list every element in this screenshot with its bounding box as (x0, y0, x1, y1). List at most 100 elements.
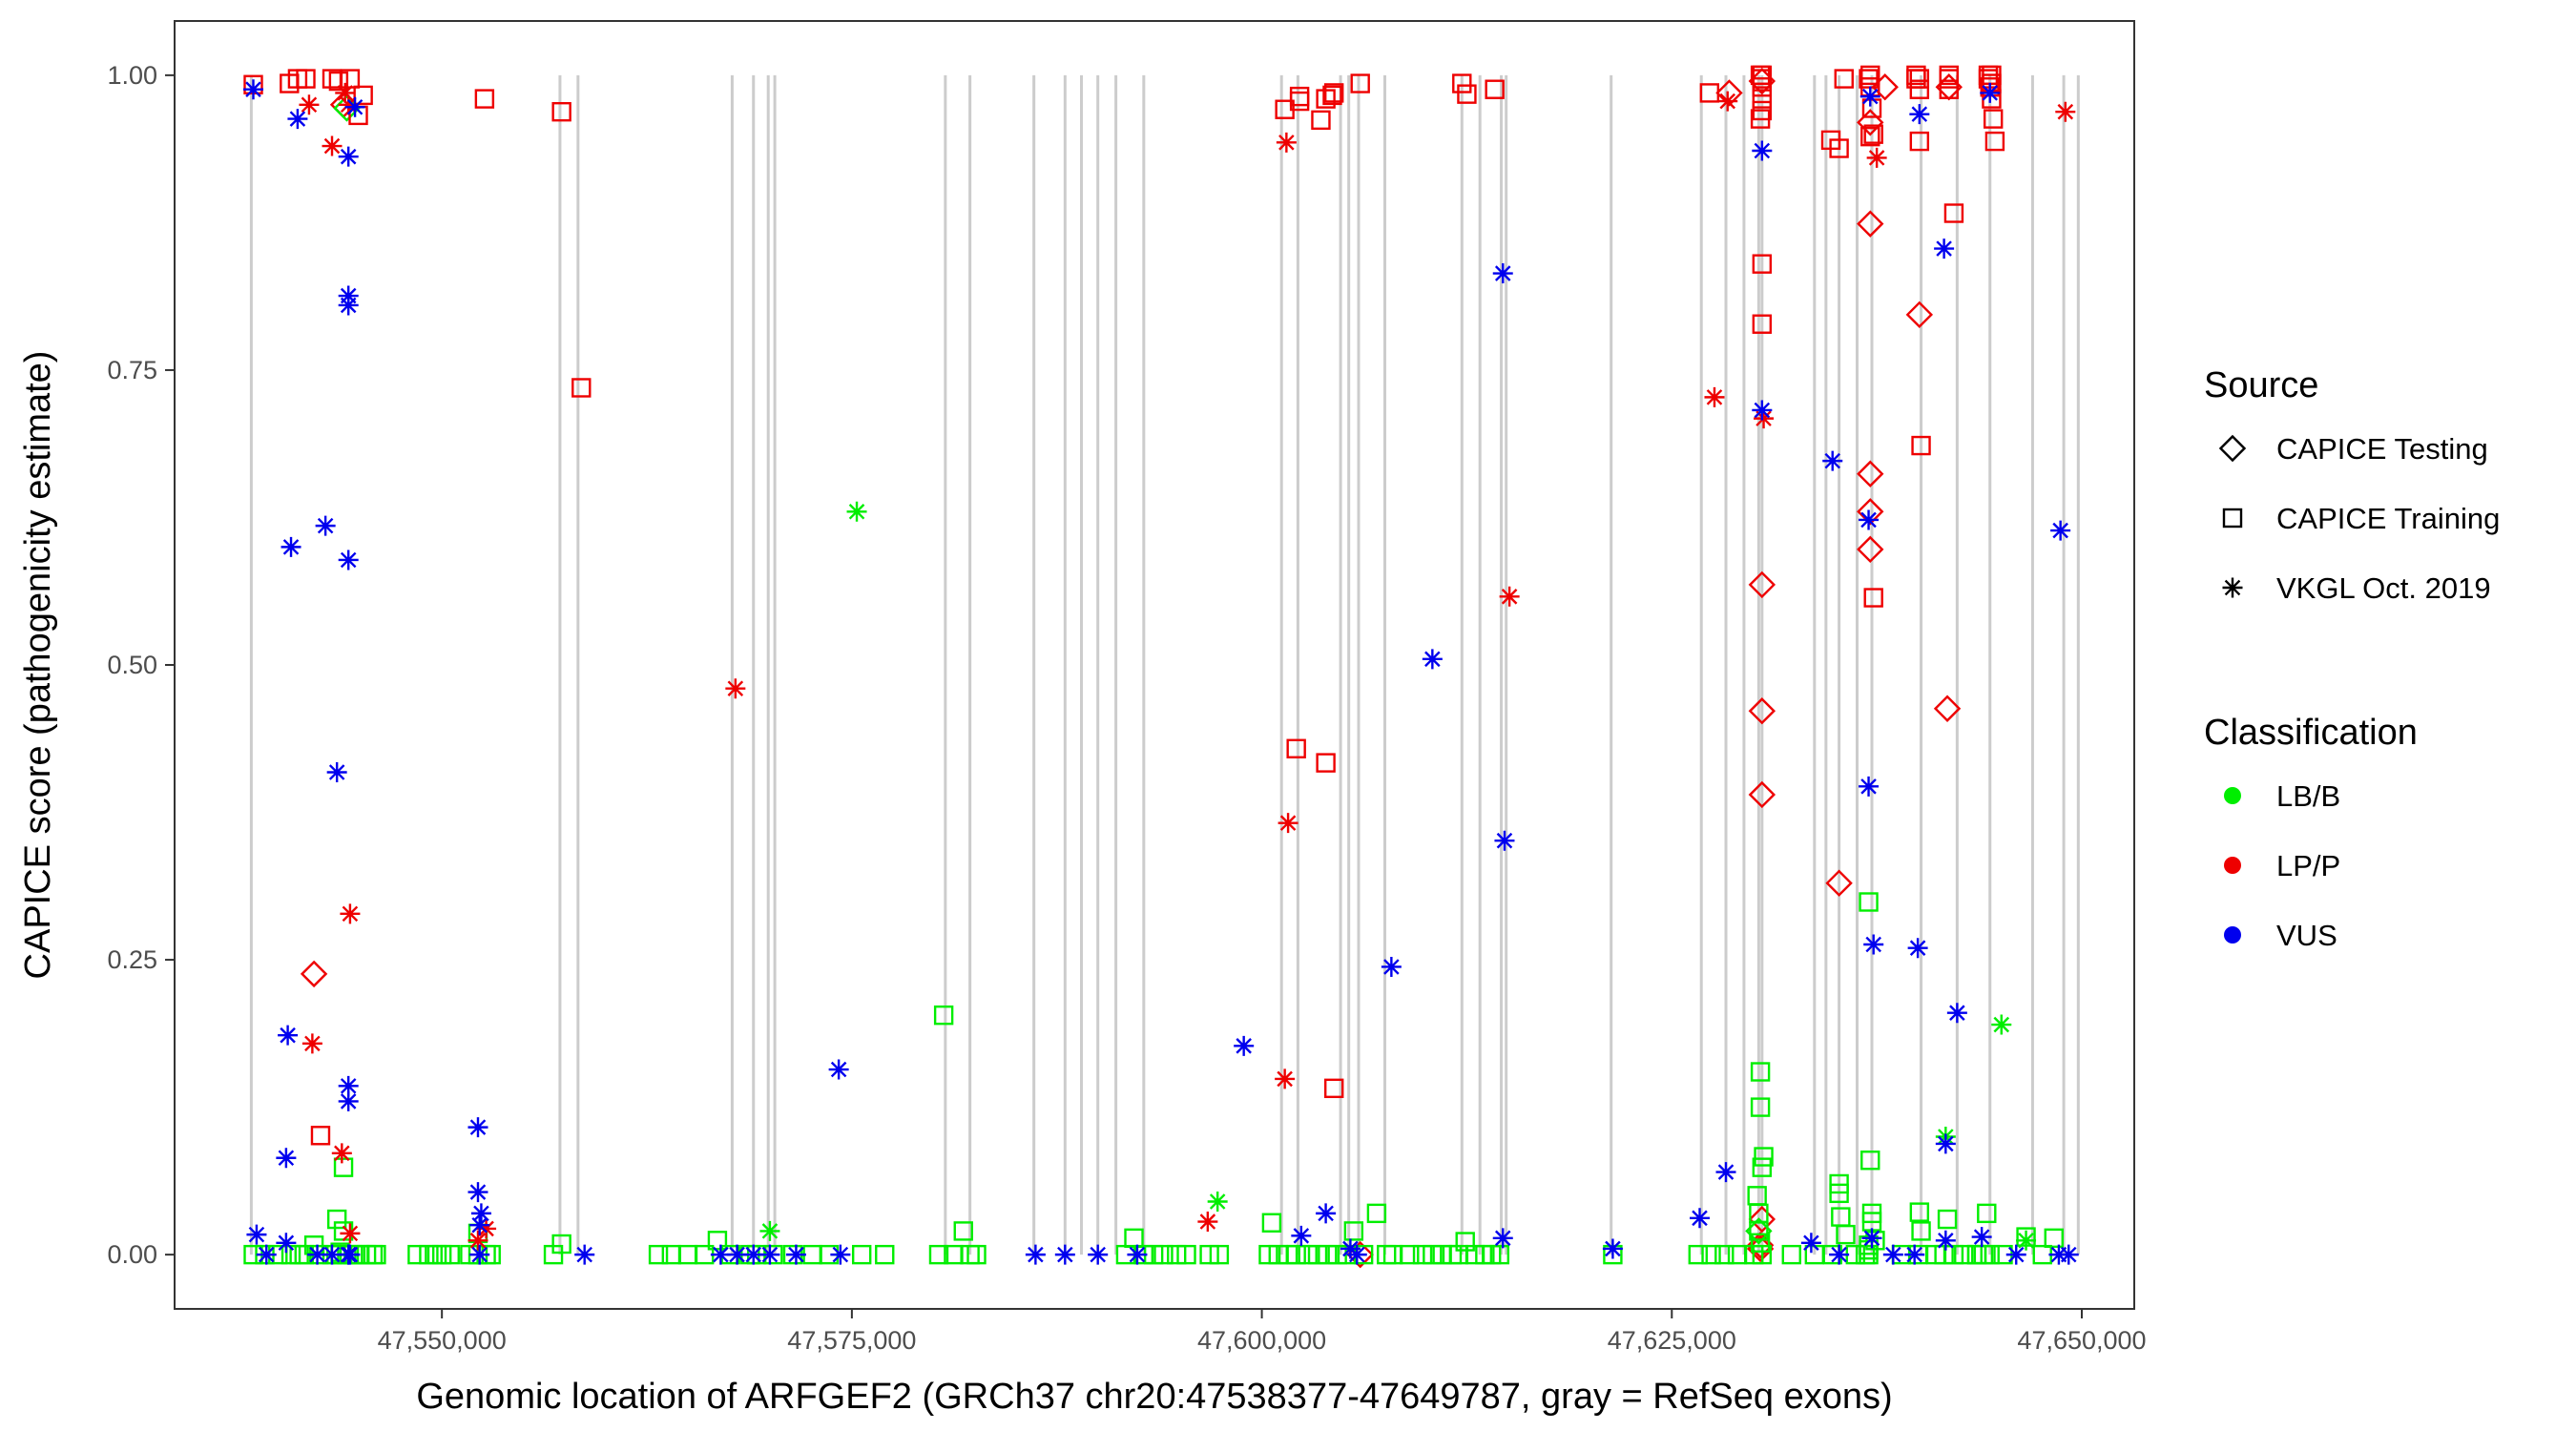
data-point (1311, 110, 1331, 131)
x-tick-label: 47,625,000 (1608, 1326, 1736, 1355)
data-point (830, 1244, 851, 1265)
data-point (1412, 1244, 1433, 1265)
legend-class-key (2224, 857, 2241, 874)
data-point (1971, 1227, 1992, 1248)
data-point (322, 1244, 343, 1265)
data-point (1748, 570, 1776, 599)
data-point (1966, 1244, 1987, 1265)
legend-class-label: VUS (2276, 919, 2337, 952)
data-point (1750, 1097, 1771, 1117)
data-point (467, 1230, 488, 1251)
data-point (1909, 131, 1930, 152)
data-point (1025, 1244, 1046, 1265)
data-point (1289, 86, 1310, 107)
data-point (301, 1033, 322, 1054)
data-point (828, 1059, 849, 1080)
data-point (1800, 1233, 1821, 1254)
data-point (1322, 85, 1342, 106)
data-point (276, 1233, 297, 1254)
data-point (469, 1244, 490, 1265)
data-point (256, 1244, 277, 1265)
data-point (1602, 1238, 1623, 1259)
data-point (1857, 210, 1884, 238)
data-point (1701, 1244, 1721, 1265)
x-tick-label: 47,600,000 (1197, 1326, 1326, 1355)
data-point (2016, 1230, 2037, 1251)
data-point (299, 94, 320, 115)
data-point (1747, 1186, 1767, 1206)
data-point (743, 1244, 764, 1265)
data-point (476, 1218, 497, 1239)
data-point (246, 1224, 267, 1245)
data-point (1343, 1221, 1364, 1241)
data-point (1943, 1244, 1964, 1265)
data-point (1748, 697, 1776, 725)
data-point (1857, 460, 1884, 487)
data-point (1911, 435, 1931, 456)
data-point (340, 903, 361, 924)
data-point (1381, 956, 1402, 977)
data-point (933, 1005, 954, 1026)
data-point (1752, 89, 1773, 109)
data-point (1829, 1183, 1849, 1204)
data-point (1275, 1068, 1296, 1089)
legend-classification-items: LB/B LP/P VUS (2224, 779, 2340, 952)
data-point (1167, 1244, 1187, 1265)
data-point (338, 1075, 359, 1096)
data-point (287, 109, 308, 130)
data-point (1980, 1244, 2000, 1265)
data-point (1863, 934, 1884, 955)
data-point (1699, 83, 1720, 103)
data-point (1688, 1244, 1708, 1265)
data-point (875, 1244, 895, 1265)
data-point (1934, 1244, 1954, 1265)
legend-source-label: CAPICE Testing (2276, 432, 2488, 466)
data-point (1054, 1244, 1075, 1265)
data-point (1754, 408, 1775, 429)
data-point (1829, 138, 1849, 158)
data-point (759, 1244, 780, 1265)
data-point (551, 101, 571, 122)
data-point (1857, 498, 1884, 526)
data-point (1350, 73, 1370, 93)
data-point (1485, 79, 1505, 99)
data-point (1714, 1244, 1735, 1265)
data-point (1324, 83, 1344, 103)
data-point (338, 295, 359, 316)
data-point (1752, 1244, 1773, 1265)
data-point (1905, 301, 1934, 329)
data-point (1909, 104, 1930, 125)
data-point (322, 135, 343, 156)
data-point (727, 1244, 748, 1265)
data-point (1933, 695, 1962, 722)
data-point (1984, 131, 2005, 152)
legend-source-key (2218, 434, 2247, 463)
legend-source-title: Source (2204, 365, 2318, 405)
data-point (1909, 1202, 1930, 1222)
data-point (707, 1231, 728, 1251)
data-point (1857, 109, 1884, 136)
data-point (1834, 69, 1854, 89)
data-point (1261, 1213, 1282, 1233)
data-point (1234, 1035, 1255, 1056)
data-point (353, 85, 373, 106)
y-axis-label: CAPICE score (pathogenicity estimate) (18, 351, 58, 980)
data-point (1863, 124, 1883, 144)
data-point (1937, 1209, 1958, 1230)
exon-lines (249, 74, 2080, 1255)
data-point (1935, 1230, 1956, 1251)
legend-class-key (2224, 787, 2241, 804)
data-point (1153, 1244, 1174, 1265)
data-point (338, 94, 359, 115)
data-point (1934, 238, 1955, 259)
data-point (1286, 738, 1306, 758)
data-point (1983, 109, 2004, 129)
data-point (1954, 1244, 1974, 1265)
data-point (1860, 1151, 1880, 1171)
data-point (335, 82, 356, 103)
data-point (440, 1244, 460, 1265)
data-point (571, 378, 592, 398)
data-point (1829, 1244, 1850, 1265)
data-point (1825, 869, 1853, 897)
data-point (333, 1157, 354, 1177)
